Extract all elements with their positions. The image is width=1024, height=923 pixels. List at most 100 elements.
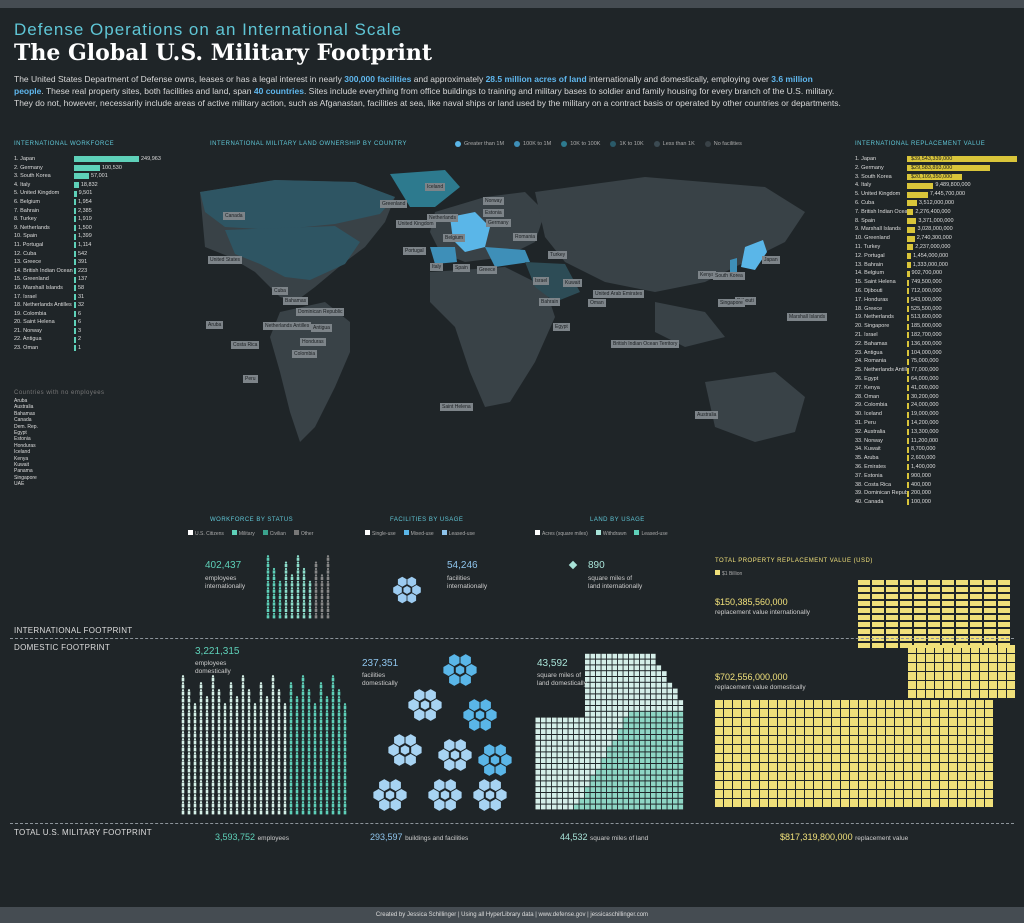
land-tile: [667, 793, 673, 798]
land-tile: [601, 740, 607, 746]
land-tile: [662, 798, 667, 804]
workforce-value: 1,114: [78, 241, 92, 248]
value-cell: [970, 587, 982, 592]
value-cell: [823, 790, 831, 798]
land-tile: [601, 706, 607, 711]
value-bar: [907, 349, 909, 356]
land-tile: [623, 804, 629, 810]
value-legend-item: $1 Billion: [715, 570, 742, 577]
person-icon: [265, 696, 269, 703]
value-bar: [907, 437, 909, 444]
person-icon: [211, 766, 215, 773]
page-title: The Global U.S. Military Footprint: [14, 40, 433, 66]
person-icon: [308, 580, 312, 587]
person-icon: [278, 599, 282, 606]
land-tile: [618, 793, 623, 798]
value-amount: $39,543,339,000: [911, 156, 953, 163]
person-icon: [241, 717, 245, 724]
legend-label: Leased-use: [448, 531, 475, 537]
land-tile: [651, 659, 656, 665]
country-name: Estonia: [14, 436, 31, 443]
country-name: 13. Bahrain: [855, 261, 884, 268]
value-cell: [872, 608, 884, 613]
land-tile: [634, 798, 640, 804]
person-icon: [181, 766, 185, 773]
workforce-row: 10. Spain 1,399: [14, 232, 184, 241]
land-tile: [579, 740, 585, 746]
land-tile: [634, 723, 640, 729]
intl-facilities-label: facilities internationally: [447, 575, 487, 591]
person-icon: [331, 794, 335, 801]
land-tile: [607, 729, 612, 734]
land-tile: [557, 804, 563, 810]
person-icon: [320, 612, 324, 619]
land-tile: [651, 775, 656, 781]
value-cell: [998, 601, 1010, 606]
person-icon: [205, 717, 209, 724]
person-icon: [265, 717, 269, 724]
value-cell: [778, 745, 786, 753]
land-tile: [662, 758, 667, 763]
person-icon: [272, 606, 276, 612]
facilities-legend-item: Leased-use: [441, 530, 475, 537]
person-icon: [331, 717, 335, 724]
person-icon: [313, 801, 317, 808]
person-icon: [187, 717, 191, 724]
value-cell: [913, 781, 921, 789]
value-cell: [976, 790, 984, 798]
land-tile: [579, 717, 585, 723]
country-name: 21. Norway: [14, 327, 42, 334]
value-cell: [931, 700, 939, 708]
person-icon: [301, 703, 305, 710]
land-tile: [535, 717, 541, 723]
land-tile: [645, 804, 651, 810]
value-cell: [917, 690, 925, 698]
land-tile: [612, 717, 618, 723]
person-icon: [296, 593, 300, 600]
value-cell: [895, 700, 903, 708]
country-name: 3. South Korea: [14, 173, 51, 180]
land-tile: [535, 764, 541, 769]
country-name: 4. Italy: [855, 182, 872, 189]
land-tile: [667, 775, 673, 781]
value-cell: [760, 763, 768, 771]
dom-employees-label: employees domestically: [195, 660, 231, 676]
person-icon: [313, 773, 317, 780]
value-amount: 13,300,000: [911, 428, 939, 435]
country-name: Bahamas: [14, 410, 36, 417]
land-tile: [557, 758, 563, 763]
land-tile: [640, 717, 645, 723]
person-icon: [271, 773, 275, 780]
person-icon: [284, 561, 288, 568]
value-cell: [922, 763, 930, 771]
person-icon: [193, 773, 197, 780]
value-cell: [922, 718, 930, 726]
land-tile: [618, 787, 623, 792]
map-country-label: Marshall Islands: [787, 313, 828, 321]
land-tile: [585, 659, 590, 665]
land-tile: [673, 729, 678, 734]
country-name: 8. Turkey: [14, 216, 37, 223]
value-cell: [985, 727, 993, 735]
person-icon: [211, 780, 215, 787]
land-tile: [640, 804, 645, 810]
value-bar: [907, 499, 909, 506]
person-icon: [296, 587, 300, 593]
person-icon: [277, 738, 281, 745]
land-tile: [585, 711, 590, 717]
legend-swatch: [403, 530, 409, 535]
value-cell: [850, 736, 858, 744]
map-country-label: British Indian Ocean Territory: [611, 340, 680, 348]
person-icon: [229, 682, 233, 689]
total-value-value: $817,319,800,000: [780, 832, 853, 842]
person-icon: [307, 738, 311, 745]
value-bar: [907, 156, 1017, 163]
value-cell: [733, 781, 741, 789]
legend-label: 10K to 100K: [570, 141, 601, 147]
workforce-row: 13. Greece 391: [14, 258, 184, 267]
land-tile: [651, 787, 656, 792]
land-tile: [557, 746, 563, 752]
value-cell: [998, 681, 1006, 689]
land-tile: [623, 717, 629, 723]
land-tile: [678, 781, 684, 787]
